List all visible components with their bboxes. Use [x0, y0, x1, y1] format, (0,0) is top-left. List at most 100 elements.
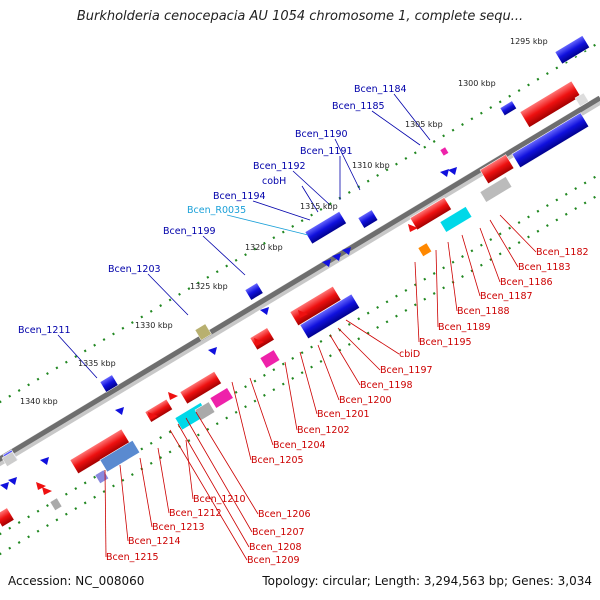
rna-or-misc-feature[interactable]: [99, 440, 141, 473]
scale-tick-label: 1325 kbp: [190, 282, 228, 291]
forward-gene[interactable]: [194, 323, 212, 341]
reverse-gene-arrow[interactable]: [168, 392, 178, 400]
rna-or-misc-feature[interactable]: [439, 206, 473, 233]
gene-label[interactable]: Bcen_1215: [106, 552, 159, 563]
gene-label[interactable]: Bcen_1195: [419, 337, 472, 348]
scale-tick-label: 1300 kbp: [458, 79, 496, 88]
reverse-gene[interactable]: [179, 371, 222, 405]
rna-or-misc-feature[interactable]: [49, 497, 63, 511]
gene-label[interactable]: Bcen_1184: [354, 84, 407, 95]
label-leader: [157, 447, 170, 514]
scale-tick-label: 1310 kbp: [352, 161, 390, 170]
forward-gene-arrow[interactable]: [8, 477, 17, 485]
forward-gene-arrow[interactable]: [440, 169, 449, 177]
forward-gene-arrow[interactable]: [260, 307, 269, 315]
gene-label[interactable]: cobH: [262, 176, 286, 187]
label-leader: [185, 417, 253, 533]
gene-label[interactable]: Bcen_1203: [108, 264, 161, 275]
label-leader: [329, 334, 361, 386]
label-leader: [104, 469, 107, 558]
forward-gene-arrow[interactable]: [115, 407, 124, 415]
rna-or-misc-feature[interactable]: [209, 387, 234, 409]
label-leader: [139, 457, 153, 528]
forward-gene[interactable]: [554, 35, 590, 65]
reverse-gene[interactable]: [409, 197, 452, 231]
gene-label[interactable]: Bcen_1199: [163, 226, 216, 237]
gene-label[interactable]: Bcen_1206: [258, 509, 311, 520]
forward-gene-inner[interactable]: [511, 112, 590, 169]
gene-label[interactable]: Bcen_1183: [518, 262, 571, 273]
forward-gene-arrow[interactable]: [322, 259, 331, 267]
label-leader: [499, 214, 537, 253]
forward-gene-arrow[interactable]: [0, 482, 9, 490]
forward-gene-arrow[interactable]: [342, 247, 351, 255]
gene-label[interactable]: Bcen_R0035: [187, 205, 246, 216]
reverse-gene[interactable]: [144, 398, 173, 423]
scale-tick-label: 1335 kbp: [78, 359, 116, 368]
gene-label[interactable]: Bcen_1210: [193, 494, 246, 505]
gene-label[interactable]: Bcen_1214: [128, 536, 181, 547]
forward-gene-arrow[interactable]: [332, 253, 341, 261]
gene-label[interactable]: Bcen_1182: [536, 247, 589, 258]
dotted-scale-line: [0, 193, 600, 556]
gene-label[interactable]: Bcen_1207: [252, 527, 305, 538]
reverse-gene[interactable]: [0, 507, 15, 528]
gene-label[interactable]: cbiD: [399, 349, 420, 360]
gene-label[interactable]: Bcen_1204: [273, 440, 326, 451]
gene-label[interactable]: Bcen_1198: [360, 380, 413, 391]
reverse-gene-arrow[interactable]: [36, 482, 46, 490]
reverse-gene[interactable]: [249, 327, 275, 351]
gene-label[interactable]: Bcen_1209: [247, 555, 300, 566]
reverse-gene[interactable]: [479, 154, 515, 185]
label-leader: [334, 138, 361, 191]
forward-gene[interactable]: [499, 100, 517, 117]
gene-label[interactable]: Bcen_1202: [297, 425, 350, 436]
gene-label[interactable]: Bcen_1190: [295, 129, 348, 140]
forward-gene-arrow[interactable]: [208, 347, 217, 355]
label-leader: [292, 170, 331, 206]
label-leader: [447, 241, 458, 312]
gene-label[interactable]: Bcen_1187: [480, 291, 533, 302]
forward-gene[interactable]: [244, 282, 264, 301]
forward-gene[interactable]: [99, 374, 119, 393]
gene-label[interactable]: Bcen_1205: [251, 455, 304, 466]
forward-gene-arrow[interactable]: [40, 457, 49, 465]
rna-or-misc-feature[interactable]: [574, 92, 590, 107]
label-leader: [393, 93, 431, 141]
gene-label[interactable]: Bcen_1212: [169, 508, 222, 519]
reverse-gene[interactable]: [519, 80, 582, 128]
gene-label[interactable]: Bcen_1211: [18, 325, 71, 336]
rna-or-misc-feature[interactable]: [259, 349, 281, 369]
forward-gene-arrow[interactable]: [448, 167, 457, 175]
gene-label[interactable]: Bcen_1188: [457, 306, 510, 317]
reverse-gene-arrow[interactable]: [42, 487, 52, 495]
gene-label[interactable]: Bcen_1186: [500, 277, 553, 288]
label-leader: [252, 200, 311, 221]
gene-label[interactable]: Bcen_1197: [380, 365, 433, 376]
forward-gene-inner[interactable]: [299, 293, 361, 340]
reverse-gene-arrow[interactable]: [254, 338, 264, 346]
gene-label[interactable]: Bcen_1208: [249, 542, 302, 553]
gene-label[interactable]: Bcen_1191: [300, 146, 353, 157]
gene-label[interactable]: Bcen_1194: [213, 191, 266, 202]
label-leader: [119, 464, 129, 542]
gene-label[interactable]: Bcen_1189: [438, 322, 491, 333]
rna-or-misc-feature[interactable]: [479, 176, 513, 203]
gene-label[interactable]: Bcen_1201: [317, 409, 370, 420]
label-leader: [231, 381, 252, 461]
gene-label[interactable]: Bcen_1200: [339, 395, 392, 406]
reverse-gene-arrow[interactable]: [408, 224, 418, 232]
reverse-gene-arrow[interactable]: [298, 310, 308, 318]
rna-or-misc-feature[interactable]: [1, 451, 18, 467]
reverse-gene-arrow[interactable]: [148, 412, 158, 420]
label-leader: [57, 334, 98, 379]
forward-gene[interactable]: [304, 211, 347, 245]
gene-label[interactable]: Bcen_1213: [152, 522, 205, 533]
rna-or-misc-feature[interactable]: [417, 242, 433, 257]
forward-gene[interactable]: [357, 209, 379, 229]
gene-label[interactable]: Bcen_1185: [332, 101, 385, 112]
rna-or-misc-feature[interactable]: [94, 469, 110, 484]
gene-label[interactable]: Bcen_1192: [253, 161, 306, 172]
forward-gene[interactable]: [439, 146, 450, 157]
